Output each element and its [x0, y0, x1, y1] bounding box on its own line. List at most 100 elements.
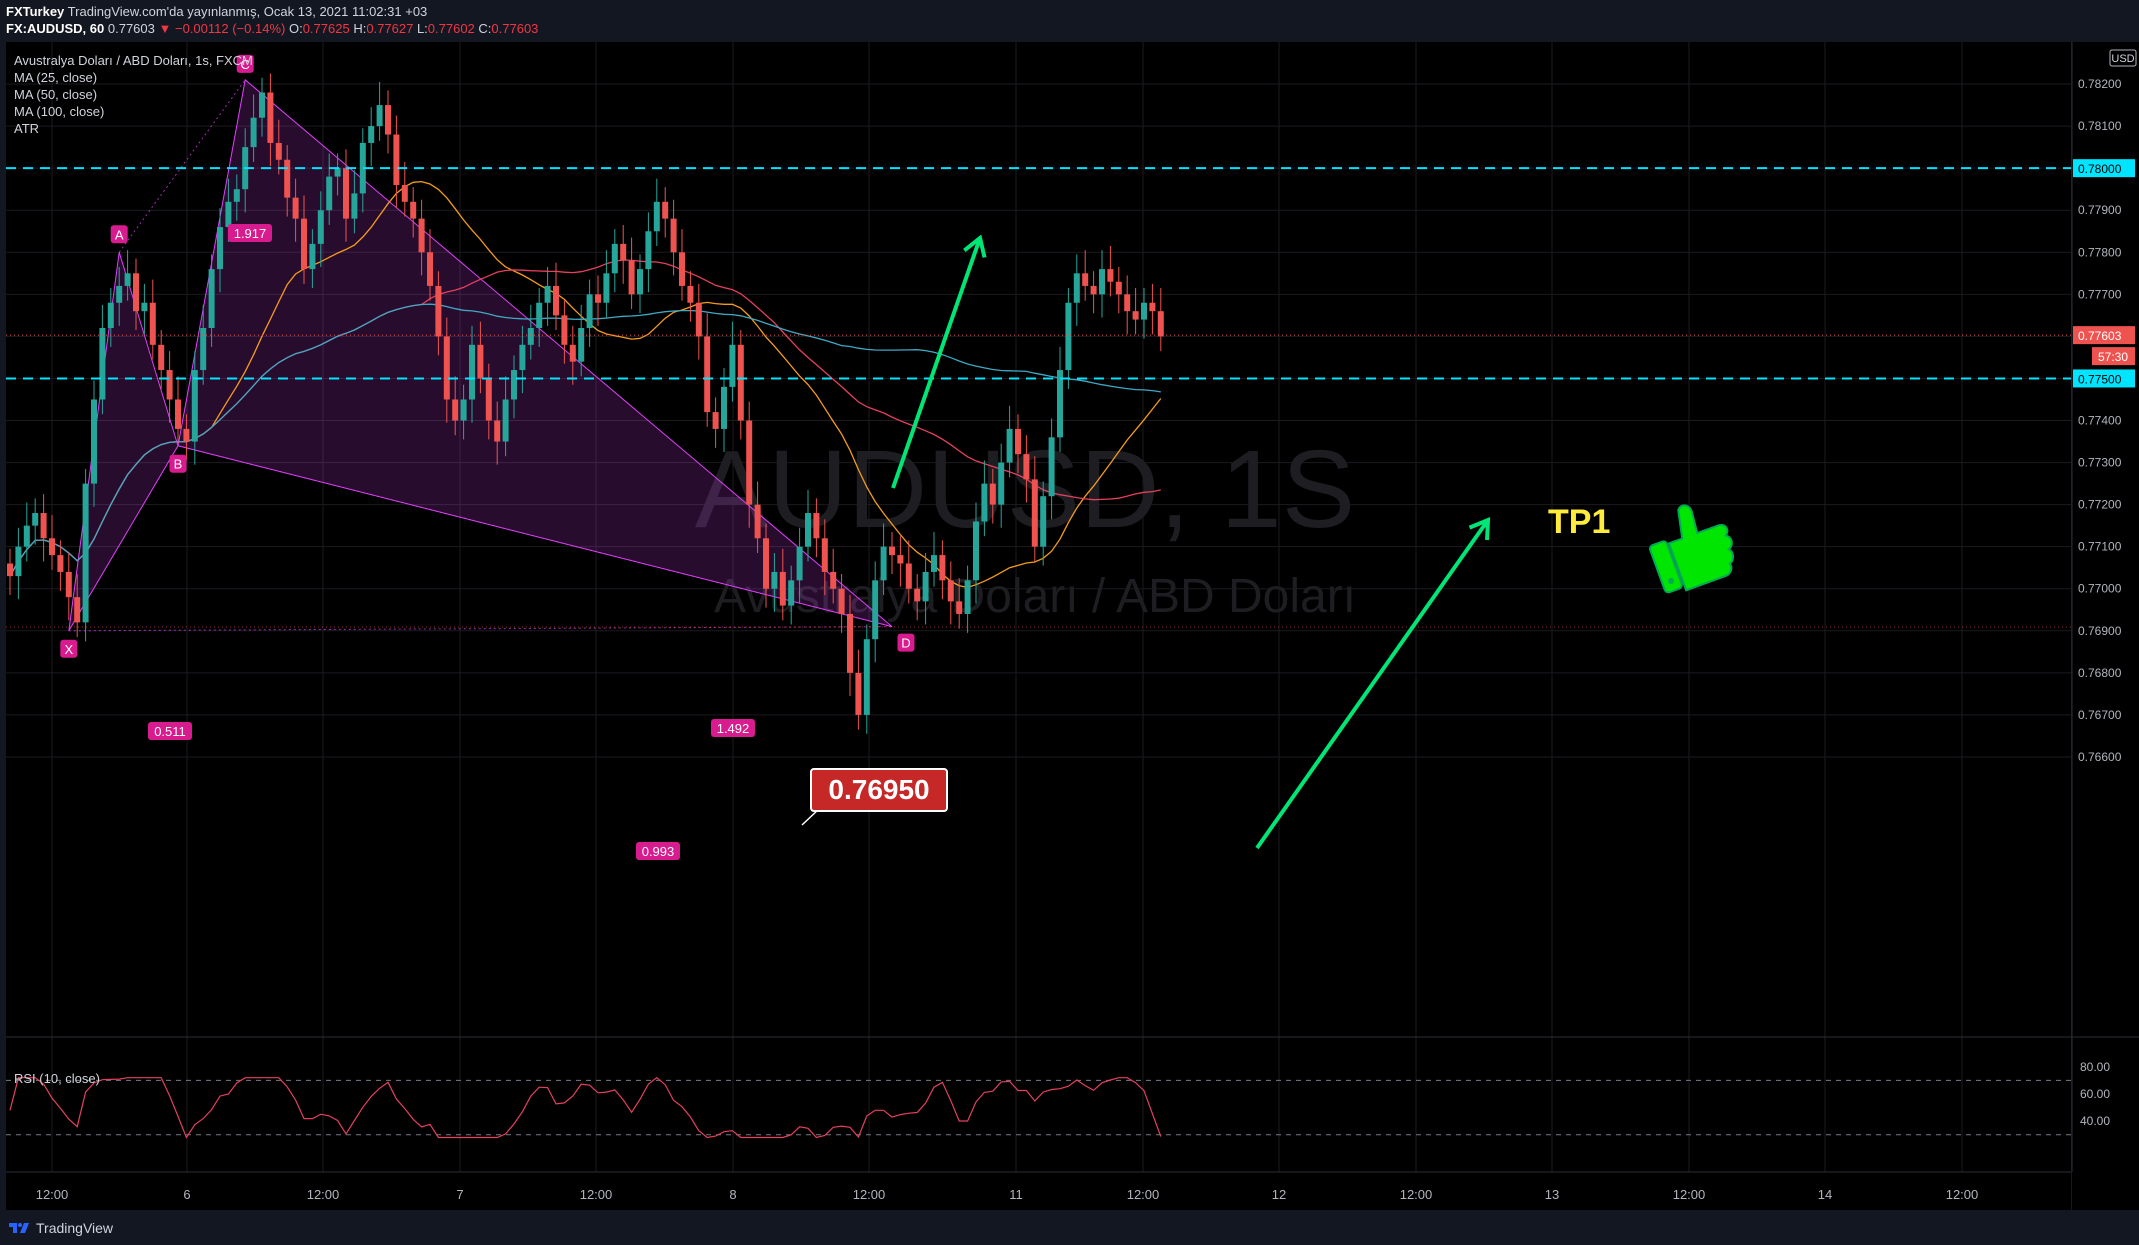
candle-body — [939, 555, 946, 581]
candle-body — [637, 269, 643, 295]
legend-rsi[interactable]: RSI (10, close) — [14, 1071, 100, 1086]
price-tick-label: 0.76700 — [2078, 708, 2122, 722]
time-tick-label: 12 — [1272, 1187, 1286, 1202]
time-tick-label: 11 — [1009, 1187, 1023, 1202]
level-price-text: 0.78000 — [2078, 162, 2122, 176]
candle-body — [469, 344, 475, 400]
current-price-tag — [2073, 326, 2135, 345]
candle-body — [74, 597, 81, 623]
rsi-line — [9, 1076, 1162, 1139]
candle-body — [914, 588, 921, 602]
footer-brand-label: TradingView — [36, 1220, 114, 1236]
legend-ma50[interactable]: MA (50, close) — [14, 87, 98, 102]
candle-body — [15, 546, 22, 577]
price-callout-box[interactable] — [810, 768, 948, 812]
rsi-pane: 80.00 60.00 40.00 — [6, 1036, 2139, 1139]
ohlc-line: FX:AUDUSD, 60 0.77603 ▼ −0.00112 (−0.14%… — [6, 21, 538, 36]
candle-body — [595, 294, 601, 303]
price-tick-label: 0.78100 — [2078, 119, 2122, 133]
legend-ma25[interactable]: MA (25, close) — [14, 70, 98, 85]
candle-body — [536, 302, 543, 328]
candle-body — [628, 260, 635, 295]
price-axis[interactable]: 0.78200 0.78100 0.78000 0.77900 0.77800 0.777… — [2071, 42, 2139, 1210]
price-tick-label: 0.76900 — [2078, 624, 2122, 638]
tradingview-logo[interactable]: TradingView — [8, 1220, 113, 1236]
candle-body — [620, 243, 627, 261]
candle-body — [947, 580, 954, 602]
first-up-arrow[interactable] — [891, 234, 987, 489]
candle-body — [133, 273, 139, 312]
candle-body — [183, 428, 190, 442]
arrow-head — [1468, 516, 1491, 541]
candle-body — [49, 538, 55, 556]
point-b-label-bg — [169, 454, 187, 473]
candle-body — [721, 386, 727, 429]
candle-body — [23, 525, 30, 547]
candle-body — [569, 344, 576, 362]
trend-arrows[interactable] — [891, 234, 1491, 850]
callouts[interactable]: 0.76950 TP1 — [801, 494, 1742, 826]
candle-body — [427, 252, 433, 286]
header-bar: FXTurkey TradingView.com'da yayınlanmış,… — [0, 0, 2139, 42]
candle-body — [149, 302, 156, 345]
time-tick-label: 7 — [456, 1187, 463, 1202]
second-up-arrow[interactable] — [1255, 516, 1491, 850]
candle-body — [796, 546, 803, 581]
legend-atr[interactable]: ATR — [14, 121, 40, 136]
candle-body — [889, 546, 895, 556]
author-name[interactable]: FXTurkey — [6, 4, 65, 19]
candle-body — [385, 105, 391, 135]
horizontal-levels[interactable] — [6, 167, 2071, 628]
tp1-label[interactable]: TP1 — [1548, 503, 1610, 541]
time-tick-label: 12:00 — [1400, 1187, 1433, 1202]
candle-body — [452, 399, 459, 421]
rsi-tick-label: 80.00 — [2080, 1060, 2110, 1074]
thumb-hand — [1667, 504, 1734, 592]
candle-body — [359, 142, 366, 194]
candle-body — [1115, 281, 1122, 295]
candle-body — [847, 613, 853, 673]
time-axis[interactable]: 12:00 6 12:00 7 12:00 8 12:00 11 12:00 12 12:00 13 1… — [6, 1171, 2071, 1202]
point-c-label: C — [241, 57, 250, 72]
candle-body — [267, 92, 274, 143]
candle-body — [645, 231, 652, 270]
high-value: 0.77627 — [366, 21, 414, 36]
point-d-label-bg — [897, 633, 915, 652]
candle-body — [494, 420, 501, 442]
candle-body — [973, 521, 979, 581]
candle-body — [99, 327, 106, 400]
candle-body — [1073, 273, 1080, 303]
ratio-ac-label-bg — [228, 224, 272, 242]
candle-body — [410, 201, 417, 219]
legend-ma100[interactable]: MA (100, close) — [14, 104, 105, 119]
price-callout-text: 0.76950 — [828, 774, 929, 805]
tradingview-icon — [9, 1223, 29, 1233]
price-chart[interactable]: AUDUSD, 1S Avustralya Doları / ABD Dolar… — [0, 42, 2139, 1210]
time-tick-label: 13 — [1545, 1187, 1559, 1202]
down-triangle-icon: ▼ — [158, 21, 172, 36]
candlesticks — [7, 73, 1164, 734]
legend-title: Avustralya Doları / ABD Doları, 1s, FXCM — [14, 53, 253, 68]
candle-body — [679, 252, 685, 286]
candle-body — [418, 218, 425, 253]
low-label: L: — [416, 21, 428, 36]
candle-body — [553, 285, 559, 316]
candle-body — [435, 285, 442, 337]
time-tick-label: 12:00 — [853, 1187, 886, 1202]
chart-background — [6, 42, 2071, 1210]
rsi-tick-label: 60.00 — [2080, 1087, 2110, 1101]
candle-body — [233, 189, 240, 202]
candle-body — [393, 134, 400, 185]
candle-body — [905, 563, 912, 589]
candle-body — [443, 336, 450, 400]
currency-box[interactable] — [2109, 49, 2137, 67]
candle-body — [326, 176, 333, 211]
candle-body — [1015, 428, 1021, 455]
point-a-label: A — [115, 227, 124, 242]
thumb-dot — [1668, 577, 1675, 584]
candle-body — [519, 344, 526, 371]
candle-body — [578, 327, 585, 362]
time-tick-label: 12:00 — [580, 1187, 613, 1202]
candle-body — [301, 218, 307, 270]
time-tick-label: 12:00 — [1127, 1187, 1160, 1202]
